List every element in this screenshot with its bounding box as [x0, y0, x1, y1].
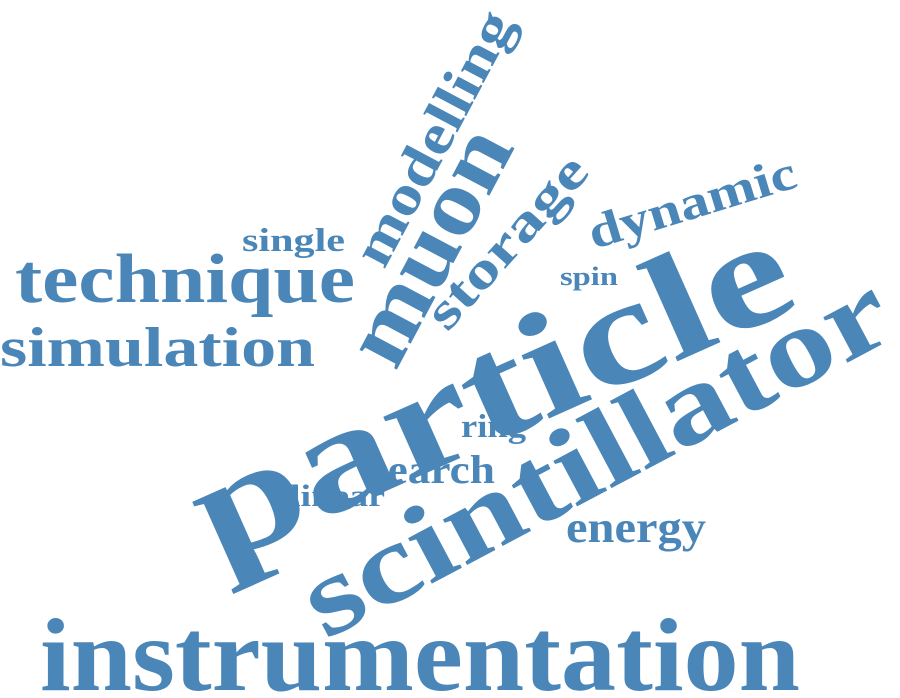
word-energy: energy: [566, 503, 706, 552]
word-ring: ring: [461, 409, 527, 445]
word-simulation: simulation: [0, 317, 315, 379]
word-instrumentation: instrumentation: [40, 598, 800, 698]
word-spin: spin: [560, 262, 619, 291]
word-technique: technique: [15, 241, 355, 318]
word-linear: linear: [290, 478, 385, 513]
word-single: single: [242, 223, 345, 259]
word-search: search: [370, 447, 495, 492]
